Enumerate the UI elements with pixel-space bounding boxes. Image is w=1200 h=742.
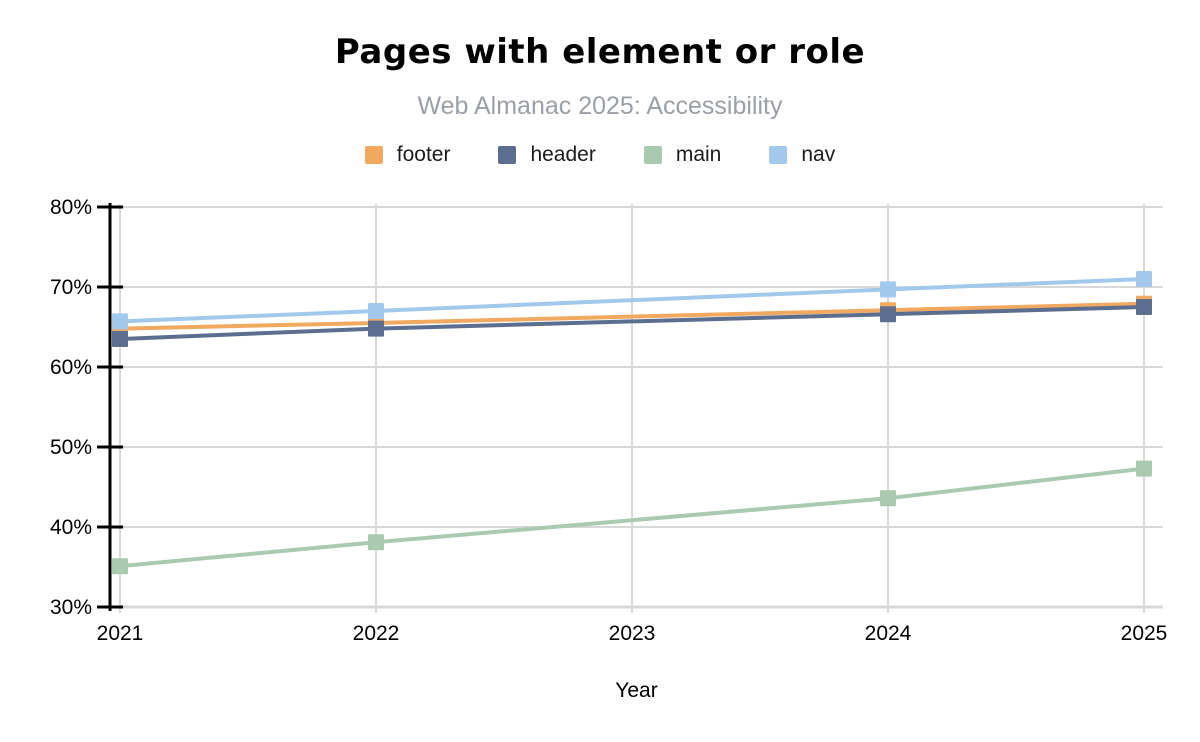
series-line-footer [119, 301, 1145, 331]
legend-label: main [675, 143, 722, 166]
legend: footer header main nav [0, 143, 1200, 167]
x-tick-label: 2025 [1121, 622, 1168, 645]
series-main [112, 460, 1152, 575]
x-tick-labels: 2021 2022 2023 2024 2025 [97, 622, 1168, 645]
marker-main-2022 [368, 534, 384, 551]
chart-subtitle: Web Almanac 2025: Accessibility [417, 92, 783, 120]
y-axis [97, 203, 123, 611]
x-tick-label: 2024 [865, 622, 912, 645]
legend-item-main: main [643, 143, 722, 167]
gridlines [110, 204, 1163, 613]
marker-header-2024 [880, 306, 896, 323]
x-tick-label: 2022 [353, 622, 400, 645]
y-tick-label: 30% [50, 596, 92, 619]
legend-label: header [530, 143, 596, 166]
legend-item-nav: nav [769, 143, 835, 167]
legend-item-footer: footer [364, 143, 451, 167]
y-tick-labels: 30% 40% 50% 60% 70% 80% [50, 196, 92, 619]
marker-nav-2022 [368, 303, 384, 319]
series-line-main [119, 466, 1145, 569]
y-tick-label: 60% [50, 356, 92, 379]
x-axis-title: Year [615, 679, 658, 702]
marker-main-2025 [1136, 460, 1152, 477]
series-header [112, 299, 1152, 347]
x-tick-label: 2023 [609, 622, 656, 645]
x-tick-label: 2021 [97, 622, 144, 645]
marker-header-2025 [1136, 299, 1152, 315]
y-tick-label: 80% [50, 196, 92, 219]
y-tick-label: 50% [50, 436, 92, 459]
marker-header-2022 [368, 320, 384, 337]
legend-swatch-footer [364, 146, 383, 164]
y-tick-label: 70% [50, 276, 92, 299]
y-tick-label: 40% [50, 516, 92, 539]
marker-main-2024 [880, 490, 896, 507]
series-nav [112, 271, 1152, 330]
legend-label: nav [801, 143, 836, 166]
chart-title: Pages with element or role [334, 32, 866, 72]
legend-swatch-nav [769, 146, 788, 164]
legend-swatch-main [643, 146, 662, 164]
legend-swatch-header [498, 146, 517, 164]
marker-nav-2025 [1136, 271, 1152, 287]
marker-nav-2021 [112, 313, 128, 330]
legend-label: footer [396, 143, 451, 166]
marker-nav-2024 [880, 281, 896, 298]
series-line-nav [119, 277, 1145, 324]
marker-main-2021 [112, 558, 128, 575]
marker-header-2021 [112, 331, 128, 347]
series-line-header [119, 305, 1145, 341]
legend-item-header: header [498, 143, 596, 167]
